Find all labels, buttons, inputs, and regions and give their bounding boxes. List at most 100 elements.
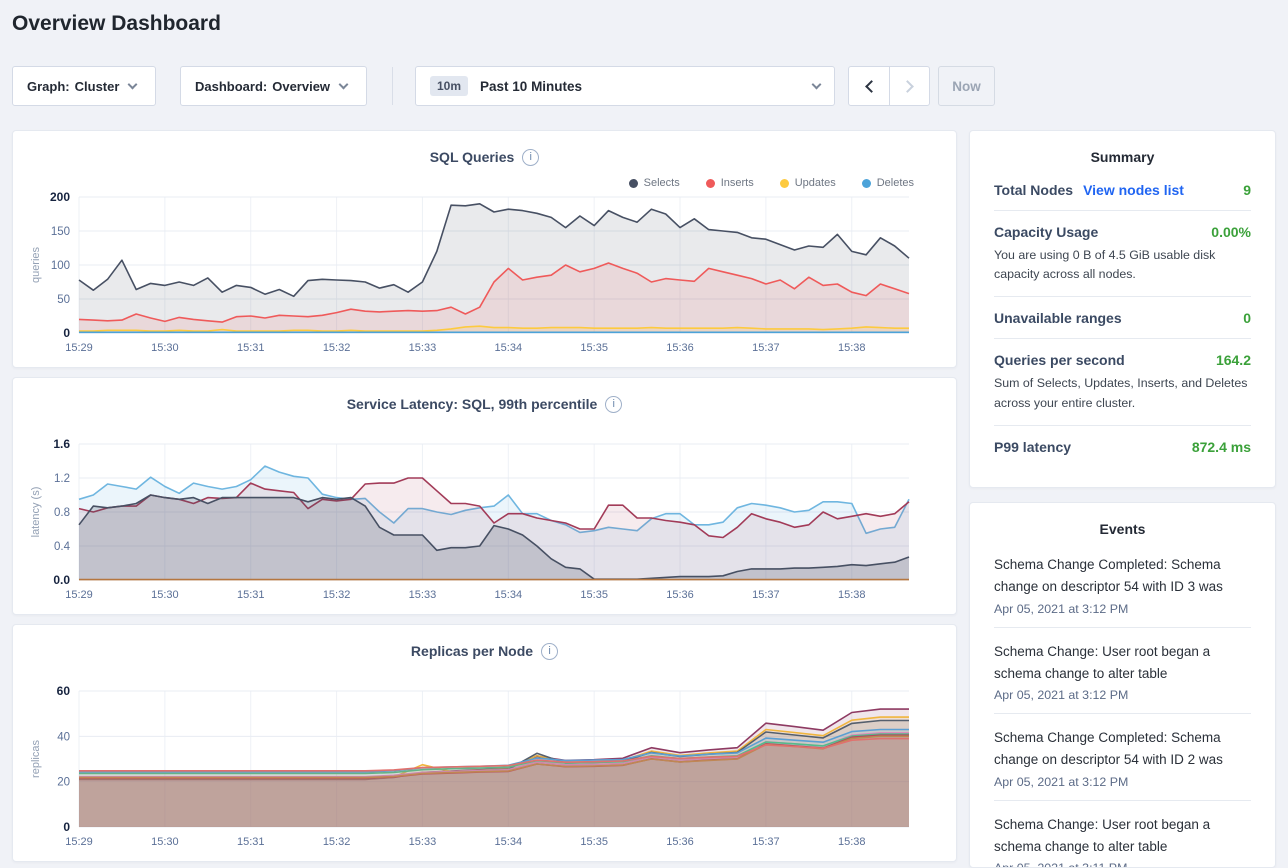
svg-text:15:30: 15:30 <box>151 589 179 601</box>
svg-text:15:29: 15:29 <box>65 342 93 354</box>
dashboard-dropdown-label: Dashboard: <box>195 78 268 94</box>
event-item: Schema Change: User root began a schema … <box>994 801 1251 867</box>
summary-row: Total Nodes View nodes list 9 <box>994 169 1251 211</box>
chart-card-replicas-per-node: Replicas per Node i 15:29 15:30 15:31 15:32… <box>12 624 957 862</box>
svg-text:1.6: 1.6 <box>53 437 70 451</box>
toolbar-divider <box>392 67 393 105</box>
legend-dot <box>779 178 789 188</box>
svg-text:15:29: 15:29 <box>65 589 93 601</box>
legend-item-selects[interactable]: Selects <box>628 177 680 189</box>
svg-text:15:31: 15:31 <box>237 589 265 601</box>
next-range-button[interactable] <box>889 67 929 105</box>
summary-value: 0 <box>1243 310 1251 327</box>
info-icon[interactable]: i <box>541 642 559 660</box>
event-text: Schema Change: User root began a schema … <box>994 816 1211 854</box>
time-range-selector[interactable]: 10m Past 10 Minutes <box>415 66 835 106</box>
svg-text:15:36: 15:36 <box>666 342 694 354</box>
event-text: Schema Change: User root began a schema … <box>994 643 1211 681</box>
summary-value: 872.4 ms <box>1191 438 1251 455</box>
legend-item-inserts[interactable]: Inserts <box>705 177 754 189</box>
chart-legend: Selects Inserts Updates Deletes <box>628 177 914 189</box>
summary-row: Capacity Usage 0.00% You are using 0 B of … <box>994 211 1251 298</box>
svg-text:15:35: 15:35 <box>580 589 608 601</box>
svg-text:0.8: 0.8 <box>54 507 70 519</box>
chart-card-service-latency: Service Latency: SQL, 99th percentile i … <box>12 377 957 615</box>
chevron-left-icon <box>864 79 878 93</box>
svg-text:15:37: 15:37 <box>752 836 780 848</box>
svg-text:15:38: 15:38 <box>838 836 866 848</box>
chevron-right-icon <box>901 79 914 93</box>
chart-title: Service Latency: SQL, 99th percentile <box>346 396 598 412</box>
svg-text:60: 60 <box>57 684 71 698</box>
summary-rows: Total Nodes View nodes list 9 Capacity Usag… <box>994 169 1251 467</box>
svg-text:15:34: 15:34 <box>495 836 523 848</box>
chevron-down-icon <box>338 79 349 89</box>
legend-item-updates[interactable]: Updates <box>779 177 836 189</box>
summary-row: Queries per second 164.2 Sum of Selects, U… <box>994 339 1251 426</box>
graph-dropdown-value: Cluster <box>74 78 120 94</box>
prev-range-button[interactable] <box>849 67 889 105</box>
legend-dot <box>861 178 871 188</box>
svg-text:15:36: 15:36 <box>666 589 694 601</box>
svg-text:15:32: 15:32 <box>323 342 351 354</box>
summary-row: Unavailable ranges 0 <box>994 297 1251 340</box>
legend-label: Updates <box>794 177 836 189</box>
chart-title: Replicas per Node <box>410 643 534 659</box>
dashboard-dropdown-value: Overview <box>272 78 331 94</box>
events-list: Schema Change Completed: Schema change o… <box>994 541 1251 867</box>
svg-text:15:30: 15:30 <box>151 342 179 354</box>
summary-label: Unavailable ranges <box>994 310 1122 327</box>
event-timestamp: Apr 05, 2021 at 3:12 PM <box>994 774 1129 789</box>
replicas-chart[interactable]: 15:29 15:30 15:31 15:32 15:33 15:34 15:35 15:36… <box>19 679 952 851</box>
svg-text:15:37: 15:37 <box>752 342 780 354</box>
events-panel: Events Schema Change Completed: Schema c… <box>969 502 1276 868</box>
chevron-down-icon <box>127 79 138 89</box>
graph-dropdown-label: Graph: <box>27 78 70 94</box>
svg-text:1.2: 1.2 <box>54 473 70 485</box>
svg-text:200: 200 <box>50 190 70 204</box>
dashboard-dropdown[interactable]: Dashboard: Overview <box>180 66 367 106</box>
svg-text:15:29: 15:29 <box>65 836 93 848</box>
time-range-value: Past 10 Minutes <box>480 78 583 94</box>
svg-text:15:32: 15:32 <box>323 589 351 601</box>
svg-text:queries: queries <box>30 246 42 283</box>
page-title: Overview Dashboard <box>12 12 221 35</box>
legend-label: Inserts <box>720 177 754 189</box>
view-nodes-list-link[interactable]: View nodes list <box>1083 182 1184 198</box>
svg-text:40: 40 <box>57 731 70 743</box>
svg-text:20: 20 <box>57 777 70 789</box>
svg-text:15:34: 15:34 <box>495 589 523 601</box>
chart-title: SQL Queries <box>429 149 515 165</box>
summary-label: Queries per second <box>994 352 1125 369</box>
info-icon[interactable]: i <box>605 395 623 413</box>
svg-text:15:32: 15:32 <box>323 836 351 848</box>
summary-description: You are using 0 B of 4.5 GiB usable disk… <box>994 248 1216 282</box>
time-range-badge: 10m <box>430 76 469 96</box>
service-latency-chart[interactable]: 15:29 15:30 15:31 15:32 15:33 15:34 15:35 15:36… <box>19 432 952 604</box>
summary-label: Total Nodes <box>994 182 1074 198</box>
graph-dropdown[interactable]: Graph: Cluster <box>12 66 156 106</box>
summary-value: 164.2 <box>1215 352 1251 369</box>
now-button[interactable]: Now <box>938 66 995 106</box>
svg-text:15:33: 15:33 <box>409 342 437 354</box>
chevron-down-icon <box>811 79 822 89</box>
summary-title: Summary <box>1090 149 1155 165</box>
svg-text:0.0: 0.0 <box>53 573 70 587</box>
svg-text:100: 100 <box>51 260 70 272</box>
events-title: Events <box>1099 521 1146 537</box>
legend-item-deletes[interactable]: Deletes <box>861 177 914 189</box>
svg-text:15:33: 15:33 <box>409 836 437 848</box>
summary-label: P99 latency <box>994 438 1072 455</box>
legend-label: Selects <box>643 177 680 189</box>
info-icon[interactable]: i <box>522 148 540 166</box>
event-timestamp: Apr 05, 2021 at 3:12 PM <box>994 601 1129 616</box>
legend-label: Deletes <box>876 177 914 189</box>
legend-dot <box>628 178 638 188</box>
svg-text:replicas: replicas <box>30 740 42 778</box>
summary-label: Capacity Usage <box>994 224 1099 240</box>
chart-card-sql-queries: SQL Queries i Selects Inserts Updates Delet… <box>12 130 957 368</box>
svg-text:15:36: 15:36 <box>666 836 694 848</box>
sql-queries-chart[interactable]: 15:29 15:30 15:31 15:32 15:33 15:34 15:35 15:36… <box>19 185 952 357</box>
svg-text:latency (s): latency (s) <box>30 487 42 538</box>
